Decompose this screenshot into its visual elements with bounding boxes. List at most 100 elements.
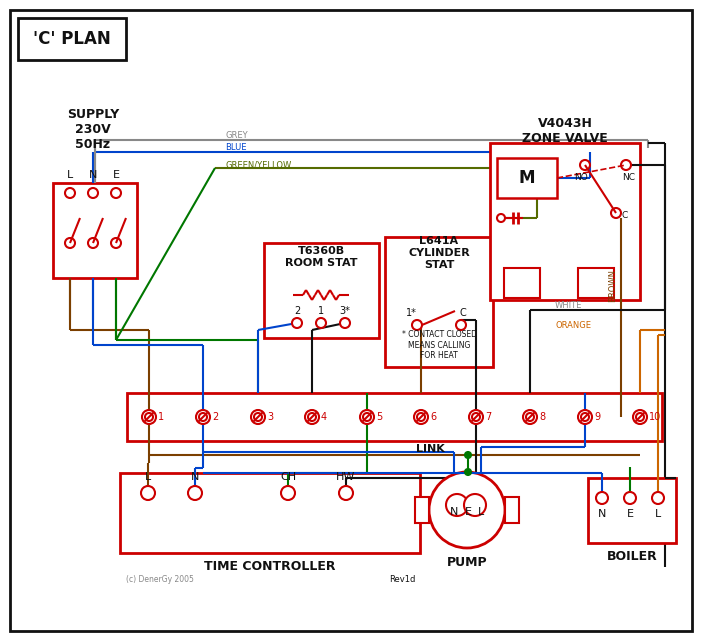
Text: 3: 3 <box>267 412 273 422</box>
Text: N: N <box>450 507 458 517</box>
Circle shape <box>469 410 483 424</box>
Circle shape <box>251 410 265 424</box>
Circle shape <box>621 160 631 170</box>
Circle shape <box>145 413 153 421</box>
Circle shape <box>88 238 98 248</box>
Text: M: M <box>519 169 535 187</box>
Text: PUMP: PUMP <box>446 556 487 569</box>
Circle shape <box>281 486 295 500</box>
Circle shape <box>497 214 505 222</box>
Circle shape <box>446 494 468 516</box>
Circle shape <box>292 318 302 328</box>
Circle shape <box>465 452 471 458</box>
Bar <box>505 497 519 523</box>
Text: 7: 7 <box>485 412 491 422</box>
Text: GREEN/YELLOW: GREEN/YELLOW <box>225 160 291 169</box>
Text: ORANGE: ORANGE <box>555 322 591 331</box>
Bar <box>127 393 662 441</box>
Text: 1: 1 <box>318 306 324 316</box>
Circle shape <box>417 413 425 421</box>
Bar <box>120 473 420 553</box>
Text: LINK: LINK <box>416 444 444 454</box>
Text: E: E <box>112 170 119 180</box>
Text: N: N <box>89 170 97 180</box>
Bar <box>490 143 640 300</box>
Circle shape <box>339 486 353 500</box>
Circle shape <box>580 160 590 170</box>
Text: L641A
CYLINDER
STAT: L641A CYLINDER STAT <box>408 237 470 270</box>
Bar <box>53 183 137 278</box>
Text: 1*: 1* <box>406 308 416 318</box>
Circle shape <box>88 188 98 198</box>
Text: CH: CH <box>280 472 296 482</box>
Text: (c) DenerGy 2005: (c) DenerGy 2005 <box>126 574 194 583</box>
Circle shape <box>611 208 621 218</box>
Text: GREY: GREY <box>225 131 248 140</box>
Circle shape <box>196 410 210 424</box>
Circle shape <box>141 486 155 500</box>
Circle shape <box>523 410 537 424</box>
Text: 9: 9 <box>594 412 600 422</box>
Bar <box>18 18 126 60</box>
Circle shape <box>188 486 202 500</box>
Text: BLUE: BLUE <box>225 144 246 153</box>
Bar <box>385 237 493 367</box>
Text: 1: 1 <box>158 412 164 422</box>
Text: 8: 8 <box>539 412 545 422</box>
Circle shape <box>652 492 664 504</box>
Text: 2: 2 <box>212 412 218 422</box>
Text: 3*: 3* <box>340 306 350 316</box>
Circle shape <box>316 318 326 328</box>
Circle shape <box>596 492 608 504</box>
Bar <box>264 243 379 338</box>
Text: L: L <box>478 507 484 517</box>
Text: E: E <box>626 509 633 519</box>
Text: L: L <box>67 170 73 180</box>
Text: T6360B
ROOM STAT: T6360B ROOM STAT <box>285 246 357 268</box>
Text: 'C' PLAN: 'C' PLAN <box>33 30 111 48</box>
Text: SUPPLY
230V
50Hz: SUPPLY 230V 50Hz <box>67 108 119 151</box>
Text: 10: 10 <box>649 412 661 422</box>
Circle shape <box>624 492 636 504</box>
Text: C: C <box>622 212 628 221</box>
Circle shape <box>633 410 647 424</box>
Circle shape <box>464 494 486 516</box>
Text: 6: 6 <box>430 412 436 422</box>
Circle shape <box>111 188 121 198</box>
Bar <box>504 268 540 298</box>
Circle shape <box>465 469 471 475</box>
Text: BROWN: BROWN <box>609 269 618 301</box>
Text: * CONTACT CLOSED
MEANS CALLING
FOR HEAT: * CONTACT CLOSED MEANS CALLING FOR HEAT <box>402 330 477 360</box>
Text: L: L <box>145 472 151 482</box>
Circle shape <box>142 410 156 424</box>
Text: NO: NO <box>574 172 588 181</box>
Circle shape <box>340 318 350 328</box>
Text: HW: HW <box>336 472 356 482</box>
Text: C: C <box>460 308 466 318</box>
Circle shape <box>308 413 316 421</box>
Text: N: N <box>598 509 607 519</box>
Text: 2: 2 <box>294 306 300 316</box>
Text: L: L <box>655 509 661 519</box>
Text: V4043H
ZONE VALVE: V4043H ZONE VALVE <box>522 117 608 145</box>
Circle shape <box>429 472 505 548</box>
Text: 4: 4 <box>321 412 327 422</box>
Circle shape <box>414 410 428 424</box>
Text: Rev1d: Rev1d <box>390 574 416 583</box>
Bar <box>497 158 557 198</box>
Circle shape <box>360 410 374 424</box>
Bar <box>578 268 614 298</box>
Text: E: E <box>465 507 472 517</box>
Circle shape <box>472 413 480 421</box>
Text: BOILER: BOILER <box>607 551 657 563</box>
Circle shape <box>254 413 262 421</box>
Text: TIME CONTROLLER: TIME CONTROLLER <box>204 560 336 574</box>
Circle shape <box>65 188 75 198</box>
Circle shape <box>305 410 319 424</box>
Circle shape <box>199 413 207 421</box>
Bar <box>415 497 429 523</box>
Text: WHITE: WHITE <box>555 301 583 310</box>
Circle shape <box>636 413 644 421</box>
Circle shape <box>412 320 422 330</box>
Circle shape <box>456 320 466 330</box>
